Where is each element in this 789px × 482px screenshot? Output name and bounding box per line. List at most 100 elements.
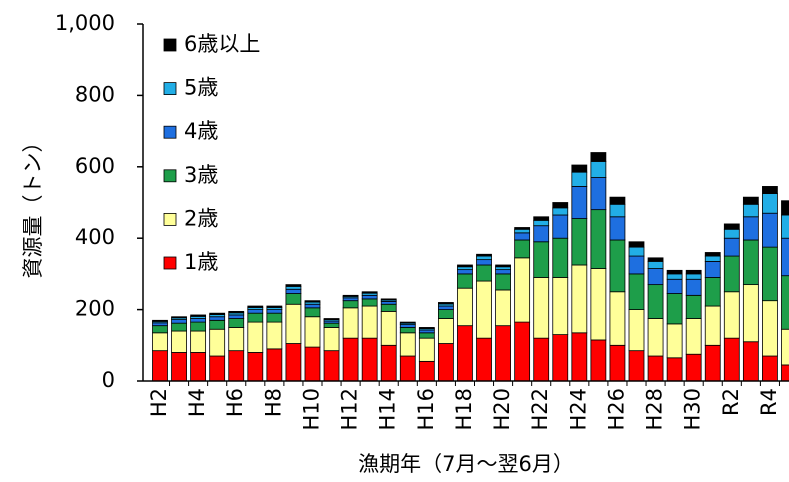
bar-segment [590, 339, 607, 382]
bar-segment [781, 275, 789, 330]
bar-segment [361, 294, 378, 300]
bar-segment [209, 328, 226, 357]
bar-segment [304, 316, 321, 348]
bar-segment [495, 264, 511, 268]
x-tick-label: H26 [604, 388, 628, 431]
bar-segment [247, 309, 264, 314]
bar-segment [704, 252, 721, 257]
x-tick-label: H28 [643, 388, 667, 431]
bar-segment [304, 300, 321, 303]
bar-segment [495, 273, 511, 291]
bar-segment [628, 350, 645, 382]
bar-segment [361, 337, 378, 382]
bar-segment [171, 330, 187, 353]
legend-swatch [163, 38, 177, 52]
bar-segment [171, 322, 187, 332]
x-tick-label: R4 [757, 388, 781, 416]
bar-segment [552, 214, 569, 239]
bar-segment [590, 152, 607, 162]
bar-segment [742, 196, 759, 205]
bar-segment [609, 216, 626, 241]
bar-segment [590, 209, 607, 269]
bar-segment [266, 321, 283, 350]
bar-segment [399, 332, 416, 357]
bar-segment [476, 264, 492, 282]
legend-swatch [163, 212, 177, 226]
bar-segment [628, 309, 645, 352]
bar-segment [590, 268, 607, 341]
bar-segment [666, 278, 683, 294]
bar-segment [476, 253, 492, 257]
bar-segment [209, 355, 226, 382]
bar-segment [571, 164, 588, 173]
bar-segment [247, 312, 264, 323]
bar-segment [628, 241, 645, 248]
bar-segment [552, 202, 569, 209]
bar-segment [228, 310, 245, 314]
bar-segment [609, 344, 626, 382]
bar-segment [723, 255, 740, 293]
bar-segment [742, 284, 759, 343]
bar-segment [628, 273, 645, 310]
bar-segment [571, 332, 588, 382]
bar-segment [190, 352, 207, 382]
bar-segment [762, 355, 778, 382]
bar-segment [418, 360, 435, 382]
bar-segment [666, 323, 683, 359]
x-tick-label: H18 [452, 388, 476, 431]
bar-segment [476, 337, 492, 382]
legend-label: 6歳以上 [184, 32, 260, 56]
bar-segment [285, 343, 302, 382]
bar-segment [495, 269, 511, 275]
bar-segment [437, 302, 454, 305]
legend-swatch [163, 125, 177, 139]
legend-label: 2歳 [184, 206, 218, 230]
bar-segment [514, 239, 531, 259]
bar-segment [495, 325, 511, 382]
bar-segment [361, 305, 378, 339]
bar-segment [418, 327, 435, 329]
bar-segment [152, 350, 168, 382]
bar-segment [552, 277, 569, 335]
x-tick-label: H20 [490, 388, 514, 431]
bar-segment [228, 314, 245, 319]
y-tick-label: 400 [75, 225, 115, 249]
bar-segment [304, 303, 321, 309]
bar-segment [647, 257, 664, 262]
x-tick-label: R2 [719, 388, 743, 416]
bar-segment [533, 337, 550, 382]
bar-segment [685, 353, 702, 382]
bar-segment [399, 355, 416, 382]
bar-segment [552, 237, 569, 278]
bar-segment [647, 268, 664, 286]
bar-segment [190, 314, 207, 317]
bar-segment [762, 300, 778, 357]
bar-segment [781, 200, 789, 216]
bar-segment [685, 294, 702, 319]
bar-segment [209, 316, 226, 321]
bar-segment [476, 255, 492, 261]
bar-segment [190, 318, 207, 323]
bar-segment [514, 232, 531, 241]
bar-segment [247, 321, 264, 353]
bar-segment [628, 255, 645, 275]
legend-label: 4歳 [184, 119, 218, 143]
bar-segment [457, 264, 473, 268]
bar-segment [266, 348, 283, 382]
legend-swatch [163, 256, 177, 270]
bar-segment [742, 341, 759, 382]
bar-segment [514, 321, 531, 382]
bar-segment [399, 321, 416, 324]
x-tick-label: H24 [566, 388, 590, 431]
bar-segment [609, 239, 626, 293]
bar-segment [457, 287, 473, 327]
bar-segment [152, 332, 168, 352]
bar-segment [266, 309, 283, 314]
bar-segment [590, 161, 607, 178]
bar-segment [304, 307, 321, 318]
bar-segment [266, 312, 283, 323]
bar-segment [437, 305, 454, 310]
bar-segment [609, 203, 626, 218]
bar-segment [457, 269, 473, 275]
bar-segment [152, 325, 168, 334]
